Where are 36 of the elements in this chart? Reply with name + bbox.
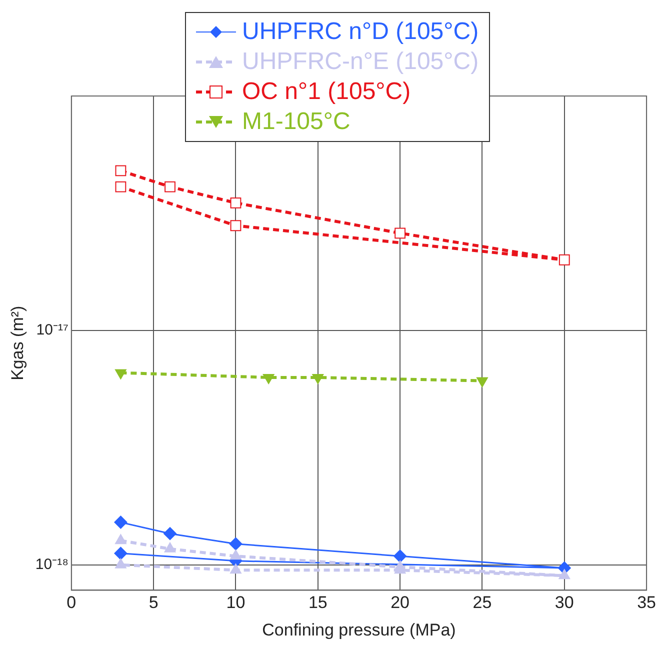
point [115,534,126,544]
point [115,558,126,568]
x-axis-title: Confining pressure (MPa) [262,620,456,640]
point [394,550,407,563]
point [262,374,274,384]
point [394,228,406,239]
point [230,564,242,574]
x-tick-label: 15 [308,593,328,612]
y-tick-label: 10⁻¹⁷ [36,322,68,339]
x-tick-label: 30 [554,593,574,612]
point [164,527,177,540]
point [114,516,128,529]
point [229,537,242,550]
point [230,197,242,208]
y-tick-label: 10⁻¹⁸ [35,556,68,574]
point [558,254,570,266]
x-tick-label: 5 [148,593,158,612]
point [230,550,242,560]
point [558,569,570,580]
legend-label: M1-105°C [242,107,350,137]
x-tick-label: 20 [390,593,410,612]
point [114,546,128,560]
legend-label: UHPFRC n°D (105°C) [242,17,479,47]
point [312,374,324,384]
x-tick-label: 25 [472,593,492,612]
legend-label: OC n°1 (105°C) [242,77,411,107]
x-tick-label: 35 [637,593,656,612]
point [230,220,242,232]
legend-label: UHPFRC-n°E (105°C) [242,47,479,77]
x-tick-label: 0 [66,593,76,612]
point [164,181,176,192]
x-tick-label: 10 [226,593,246,612]
point [115,181,126,192]
y-axis-title: Kgas (m²) [8,306,27,380]
point [115,165,126,176]
point [164,542,176,552]
